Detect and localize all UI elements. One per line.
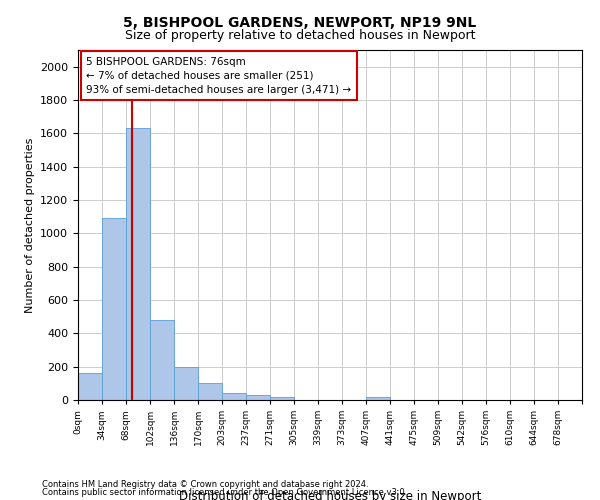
Text: Contains public sector information licensed under the Open Government Licence v3: Contains public sector information licen… — [42, 488, 407, 497]
Bar — [366, 396, 390, 400]
Bar — [102, 218, 126, 400]
Bar — [150, 320, 174, 400]
Text: Size of property relative to detached houses in Newport: Size of property relative to detached ho… — [125, 29, 475, 42]
Bar — [270, 396, 294, 400]
Y-axis label: Number of detached properties: Number of detached properties — [25, 138, 35, 312]
Bar — [78, 374, 102, 400]
Text: Contains HM Land Registry data © Crown copyright and database right 2024.: Contains HM Land Registry data © Crown c… — [42, 480, 368, 489]
Bar — [174, 366, 198, 400]
Text: 5 BISHPOOL GARDENS: 76sqm
← 7% of detached houses are smaller (251)
93% of semi-: 5 BISHPOOL GARDENS: 76sqm ← 7% of detach… — [86, 56, 352, 94]
X-axis label: Distribution of detached houses by size in Newport: Distribution of detached houses by size … — [179, 490, 481, 500]
Text: 5, BISHPOOL GARDENS, NEWPORT, NP19 9NL: 5, BISHPOOL GARDENS, NEWPORT, NP19 9NL — [124, 16, 476, 30]
Bar — [126, 128, 150, 400]
Bar — [198, 384, 222, 400]
Bar — [246, 395, 270, 400]
Bar — [222, 392, 246, 400]
